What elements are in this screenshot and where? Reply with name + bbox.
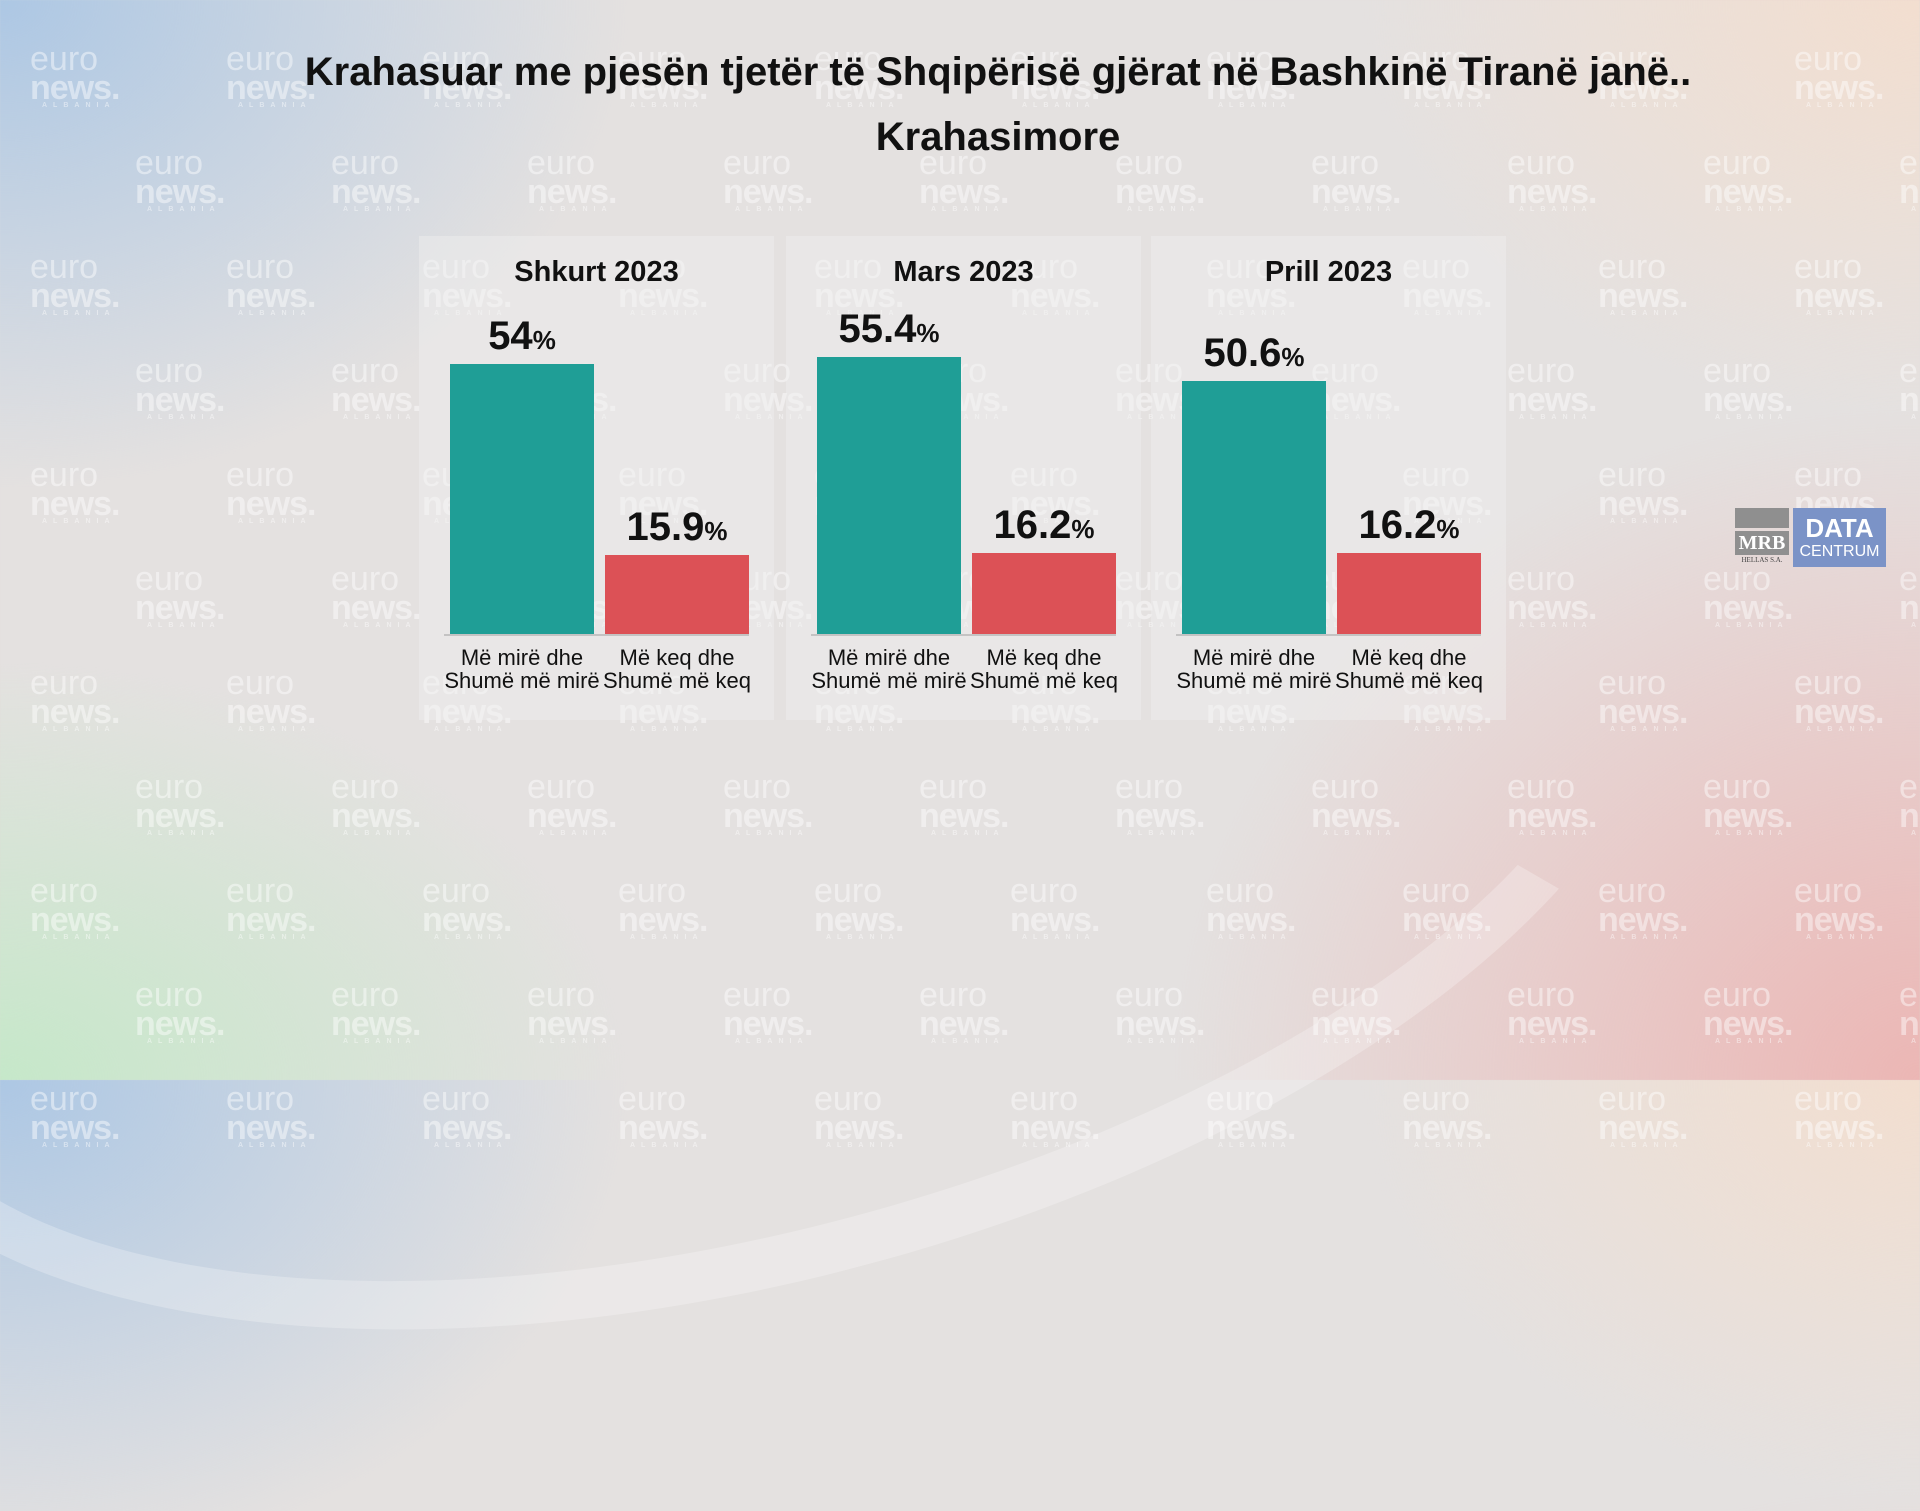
baseline [1176, 634, 1481, 636]
bar-negative [972, 553, 1116, 634]
chart-title: Krahasuar me pjesën tjetër të Shqipërisë… [304, 50, 1692, 94]
category-label: Më mirë dhe Shumë më mirë [1176, 645, 1332, 693]
mrb-logo: MRB HELLAS S.A. [1735, 508, 1789, 564]
data-label: 16.2% [993, 503, 1095, 547]
panel-title: Shkurt 2023 [514, 256, 679, 288]
data-label: 16.2% [1358, 503, 1460, 547]
baseline [444, 634, 749, 636]
chart-panel: Prill 2023 50.6% Më mirë dhe Shumë më mirë… [1151, 236, 1506, 720]
data-label: 54% [488, 314, 556, 358]
baseline [811, 634, 1116, 636]
bar-negative [605, 554, 749, 634]
bar-negative [1337, 553, 1481, 634]
chart-panel: Mars 2023 55.4% Më mirë dhe Shumë më mirë 1… [786, 236, 1141, 720]
mrb-text: MRB [1735, 531, 1789, 555]
hellas-text: HELLAS S.A. [1741, 556, 1783, 564]
datacentrum-logo: DATA CENTRUM [1793, 508, 1886, 567]
data-label: 15.9% [626, 504, 728, 549]
chart-panel: Shkurt 2023 54% Më mirë dhe Shumë më mirë 1… [419, 236, 774, 720]
category-label: Më keq dhe Shumë më keq [1335, 645, 1483, 693]
panel-title: Mars 2023 [893, 256, 1034, 288]
category-label: Më mirë dhe Shumë më mirë [811, 645, 967, 693]
data-label: 55.4% [838, 307, 940, 351]
mrb-datacentrum-logo: MRB HELLAS S.A. DATA CENTRUM [1735, 508, 1886, 567]
chart-subtitle: Krahasimore [875, 115, 1121, 159]
data-label: 50.6% [1203, 331, 1305, 375]
panel-title: Prill 2023 [1264, 256, 1393, 288]
category-label: Më mirë dhe Shumë më mirë [444, 645, 600, 693]
bar-positive [1182, 381, 1326, 634]
bar-positive [450, 364, 594, 634]
category-label: Më keq dhe Shumë më keq [603, 645, 751, 693]
centrum-text: CENTRUM [1799, 543, 1880, 560]
category-label: Më keq dhe Shumë më keq [970, 645, 1118, 693]
bar-positive [817, 357, 961, 634]
data-text: DATA [1805, 513, 1874, 543]
